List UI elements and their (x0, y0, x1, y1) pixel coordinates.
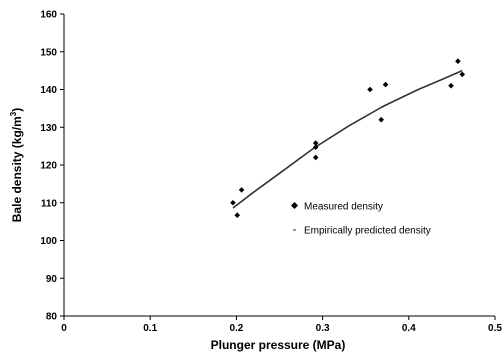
x-tick-label: 0.5 (488, 323, 502, 334)
x-axis-title: Plunger pressure (MPa) (211, 338, 346, 352)
x-tick-label: 0.1 (143, 323, 157, 334)
legend-marker-measured (290, 201, 299, 210)
data-points (230, 58, 466, 219)
measured-density-point (367, 86, 373, 93)
legend-label-predicted: Empirically predicted density (304, 226, 431, 237)
y-tick-label: 130 (40, 123, 57, 134)
measured-density-point (448, 82, 454, 89)
tick-marks: 80 90 100 110 120 130 140 150 160 0 0.1 0.2 0.3 0.4 0.… (40, 10, 502, 335)
y-tick-label: 90 (46, 274, 58, 285)
measured-density-point (312, 144, 319, 151)
x-tick-label: 0.2 (229, 323, 243, 334)
measured-density-point (312, 140, 319, 146)
y-axis-title-superscript: 3 (9, 111, 18, 116)
legend-label-measured: Measured density (304, 202, 383, 213)
y-tick-label: 140 (40, 85, 57, 96)
axes (63, 14, 495, 317)
measured-density-point (378, 116, 385, 123)
measured-density-point (234, 212, 241, 219)
y-tick-label: 110 (41, 198, 58, 209)
measured-density-point (455, 58, 461, 64)
y-axis-title-tail: ) (10, 108, 24, 112)
x-tick-label: 0 (61, 323, 67, 334)
legend: Measured density Empirically predicted d… (290, 201, 431, 237)
fit-line-layer (232, 69, 463, 209)
measured-density-point (238, 187, 245, 193)
measured-density-point (382, 81, 389, 88)
y-tick-label: 100 (40, 236, 57, 247)
predicted-density-line (232, 69, 463, 209)
y-axis-title-main: Bale density (kg/m (10, 116, 24, 222)
measured-density-point (312, 154, 319, 161)
y-tick-label: 120 (40, 161, 57, 172)
x-tick-label: 0.4 (402, 323, 416, 334)
y-axis-title: Bale density (kg/m3) (9, 108, 24, 222)
x-tick-label: 0.3 (316, 323, 330, 334)
measured-density-point (230, 199, 236, 206)
y-tick-label: 160 (40, 10, 57, 21)
measured-density-point (459, 71, 466, 78)
y-tick-label: 150 (40, 47, 57, 58)
y-tick-label: 80 (46, 312, 58, 323)
